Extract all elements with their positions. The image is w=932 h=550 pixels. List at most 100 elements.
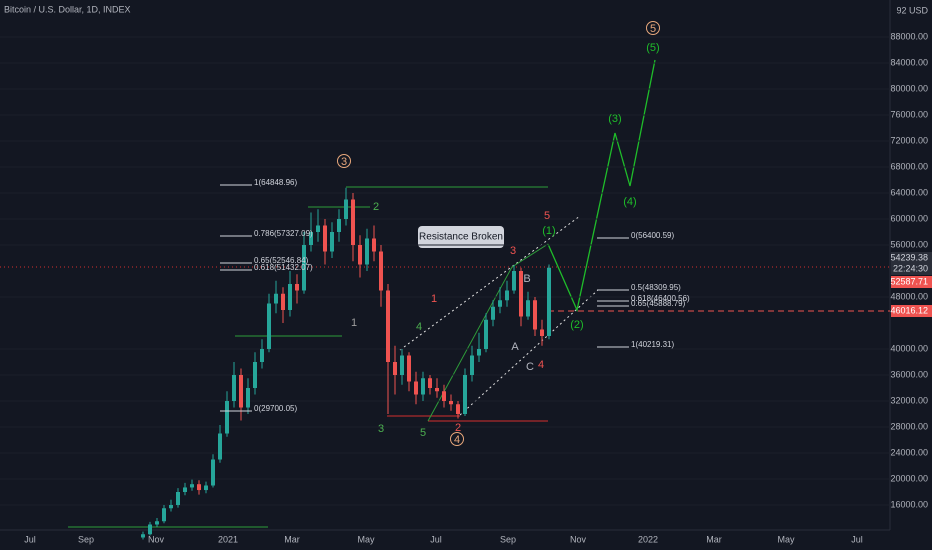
candle-body <box>309 231 313 245</box>
candle-body <box>260 348 264 363</box>
fib-label: 0.618(51432.07) <box>254 263 313 272</box>
candle-body <box>274 293 278 304</box>
candle-body <box>421 378 425 395</box>
x-tick-label: Jul <box>430 534 442 544</box>
y-tick-label: 16000.00 <box>890 499 928 509</box>
wave-label: 5 <box>420 427 426 439</box>
wave-label: B <box>523 273 530 285</box>
wave-label: (3) <box>608 113 621 125</box>
candle-body <box>491 306 495 320</box>
wave-label: 5 <box>650 23 656 35</box>
candle-body <box>484 319 488 349</box>
y-tick-label: 32000.00 <box>890 395 928 405</box>
fib-label: 1(40219.31) <box>631 340 674 349</box>
x-tick-label: 2021 <box>218 534 238 544</box>
candle-body <box>197 484 201 491</box>
wave-circle <box>646 21 660 35</box>
y-tick-label: 48000.00 <box>890 291 928 301</box>
candle-body <box>512 270 516 291</box>
y-tick-label: 88000.00 <box>890 31 928 41</box>
candle-body <box>141 534 145 538</box>
candle-body <box>344 199 348 219</box>
wave-label: 4 <box>454 434 460 446</box>
wave-label: C <box>526 361 534 373</box>
candle-body <box>183 487 187 493</box>
x-tick-label: May <box>357 534 375 544</box>
wave-label: 2 <box>373 201 379 213</box>
candle-body <box>435 388 439 392</box>
y-tick-label: 64000.00 <box>890 187 928 197</box>
price-marker-box <box>891 263 932 275</box>
wave-label: 2 <box>455 422 461 434</box>
y-tick-label: 72000.00 <box>890 135 928 145</box>
y-tick-label: 80000.00 <box>890 83 928 93</box>
fib-label: 0.65(45888.79) <box>631 299 686 308</box>
channel-line <box>459 289 599 416</box>
y-tick-label: 68000.00 <box>890 161 928 171</box>
y-tick-label: 84000.00 <box>890 57 928 67</box>
candle-body <box>393 362 397 376</box>
candle-body <box>330 231 334 252</box>
wave-label: 4 <box>538 359 544 371</box>
candle-body <box>351 199 355 245</box>
candle-body <box>239 375 243 408</box>
candle-body <box>211 459 215 486</box>
x-tick-label: Sep <box>78 534 94 544</box>
candle-body <box>463 375 467 415</box>
candle-body <box>540 329 544 336</box>
wave-label: (5) <box>646 42 659 54</box>
candle-body <box>281 293 285 310</box>
wave-label: A <box>511 341 519 353</box>
candle-body <box>505 290 509 301</box>
candle-body <box>323 225 327 252</box>
fib-label: 0.65(52546.84) <box>254 256 309 265</box>
price-marker-box <box>891 305 932 317</box>
candle-body <box>379 251 383 291</box>
candle-body <box>449 401 453 405</box>
candle-body <box>470 355 474 376</box>
candle-body <box>267 303 271 349</box>
candle-body <box>477 348 481 356</box>
x-tick-label: Jul <box>851 534 863 544</box>
candle-body <box>442 391 446 402</box>
candle-body <box>232 375 236 402</box>
price-marker: 54239.38 <box>890 252 928 262</box>
wave-label: (2) <box>570 319 583 331</box>
candle-body <box>547 267 551 336</box>
candle-body <box>176 492 180 506</box>
candle-body <box>365 238 369 265</box>
drawings: Resistance Broken <box>0 59 890 528</box>
candle-body <box>190 484 194 488</box>
wave-label: (4) <box>623 196 636 208</box>
x-tick-label: Jul <box>24 534 36 544</box>
y-tick-label: 76000.00 <box>890 109 928 119</box>
candle-body <box>498 300 502 307</box>
x-tick-label: Nov <box>570 534 587 544</box>
y-tick-label: 36000.00 <box>890 369 928 379</box>
y-tick-label: 60000.00 <box>890 213 928 223</box>
projection-line <box>547 59 656 313</box>
candle-body <box>428 378 432 389</box>
candle-body <box>148 524 152 535</box>
candle-body <box>456 404 460 415</box>
candle-body <box>407 355 411 382</box>
price-marker-box <box>891 276 932 288</box>
wave-label: 4 <box>416 321 422 333</box>
fib-label: 0.5(48309.95) <box>631 283 681 292</box>
candle-body <box>253 362 257 389</box>
fib-label: 1(64848.96) <box>254 178 297 187</box>
price-marker: 46016.12 <box>890 305 928 315</box>
price-marker: 22:24:30 <box>893 263 928 273</box>
candle-body <box>316 225 320 232</box>
candle-body <box>162 508 166 522</box>
callout-text: Resistance Broken <box>419 232 503 243</box>
candle-body <box>519 270 523 317</box>
y-tick-label: 56000.00 <box>890 239 928 249</box>
price-marker-box <box>891 252 932 264</box>
candle-body <box>414 381 418 395</box>
candle-body <box>372 238 376 252</box>
wave-label: 1 <box>431 293 437 305</box>
candle-body <box>526 300 530 317</box>
y-tick-label: 28000.00 <box>890 421 928 431</box>
wave-label: 3 <box>341 156 347 168</box>
